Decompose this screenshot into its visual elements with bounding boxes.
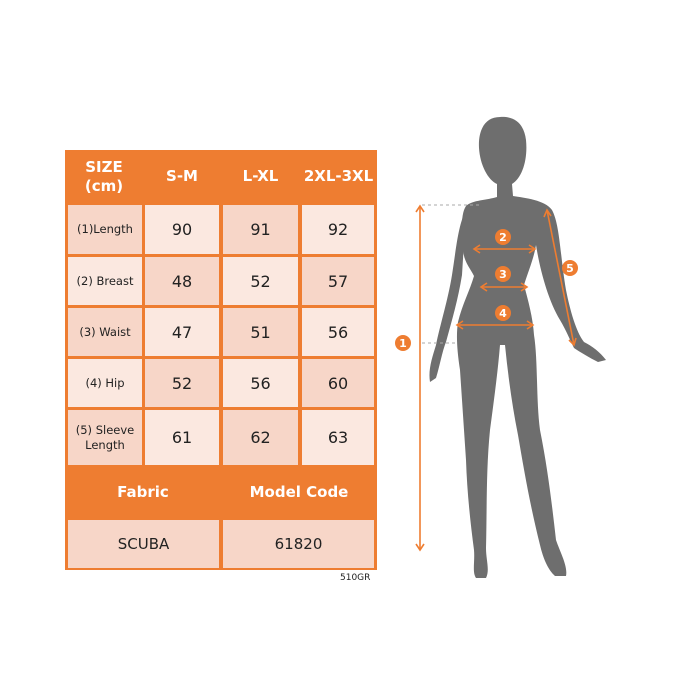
size-value: 92 (302, 205, 374, 254)
row-label: (4) Hip (68, 359, 142, 407)
header-size-unit: (cm) (84, 176, 124, 195)
fabric-value: SCUBA (68, 520, 219, 568)
marker-3: 3 (495, 266, 511, 282)
row-label: (1)Length (68, 205, 142, 254)
size-value: 62 (223, 410, 298, 465)
header-size: SIZE (cm) (65, 150, 143, 203)
woman-silhouette (429, 116, 606, 578)
svg-text:4: 4 (499, 307, 507, 320)
size-value: 51 (223, 308, 298, 356)
size-value: 60 (302, 359, 374, 407)
product-code: 510GR (340, 573, 371, 583)
size-value: 56 (302, 308, 374, 356)
svg-text:2: 2 (499, 231, 507, 244)
svg-text:5: 5 (566, 262, 574, 275)
marker-4: 4 (495, 305, 511, 321)
marker-2: 2 (495, 229, 511, 245)
size-value: 52 (223, 257, 298, 305)
guide-lines (422, 204, 482, 344)
svg-text:1: 1 (399, 337, 407, 350)
size-value: 90 (145, 205, 219, 254)
size-value: 48 (145, 257, 219, 305)
marker-1: 1 (395, 335, 411, 351)
sleeve-arrow (546, 209, 575, 346)
model-code-header: Model Code (249, 482, 349, 501)
header-size-line1: SIZE (85, 157, 123, 176)
size-value: 63 (302, 410, 374, 465)
model-code-value: 61820 (223, 520, 374, 568)
marker-5: 5 (562, 260, 578, 276)
measurement-markers: 1 2 3 4 5 (395, 229, 578, 351)
size-value: 56 (223, 359, 298, 407)
row-label: (5) Sleeve Length (68, 410, 142, 465)
svg-text:3: 3 (499, 268, 507, 281)
size-value: 57 (302, 257, 374, 305)
row-label: (3) Waist (68, 308, 142, 356)
row-label: (2) Breast (68, 257, 142, 305)
header-2xl-3xl: 2XL-3XL (303, 167, 374, 185)
size-value: 52 (145, 359, 219, 407)
size-value: 91 (223, 205, 298, 254)
fabric-header: Fabric (117, 482, 169, 501)
size-chart-table: SIZE (cm) S-M L-XL 2XL-3XL (1)Length 90 91… (65, 150, 377, 570)
size-value: 61 (145, 410, 219, 465)
header-l-xl: L-XL (242, 167, 279, 185)
header-s-m: S-M (166, 167, 198, 185)
size-value: 47 (145, 308, 219, 356)
measurement-arrows (415, 204, 577, 552)
